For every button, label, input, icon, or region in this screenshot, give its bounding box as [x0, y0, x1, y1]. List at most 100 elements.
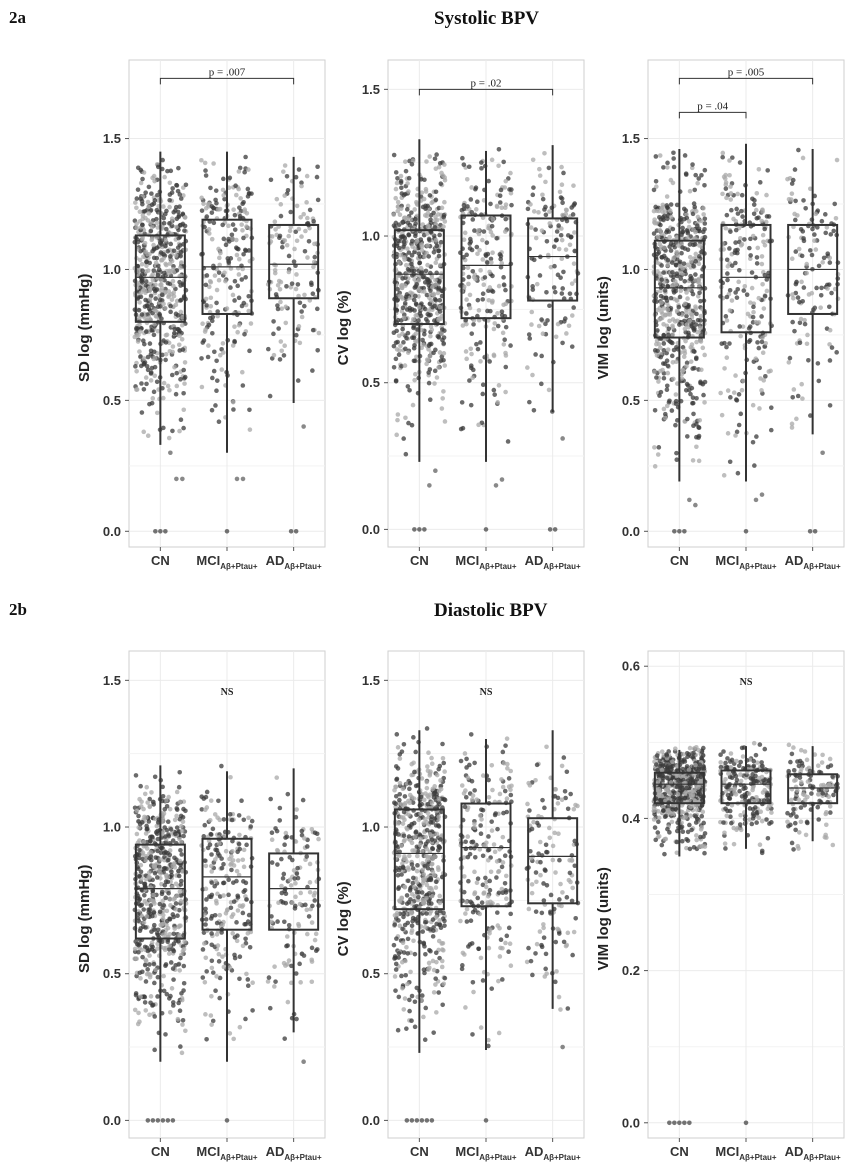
data-point — [136, 814, 141, 819]
data-point — [140, 262, 145, 267]
x-tick-main: MCI — [715, 553, 739, 568]
data-point — [798, 340, 803, 345]
data-point — [426, 802, 431, 807]
data-point — [724, 314, 729, 319]
data-point — [757, 366, 762, 371]
data-point — [138, 994, 143, 999]
data-point — [232, 899, 237, 904]
data-point — [745, 292, 750, 297]
data-point — [814, 247, 819, 252]
data-point — [665, 161, 670, 166]
data-point — [231, 912, 236, 917]
data-point — [140, 268, 145, 273]
data-point-zero — [425, 1118, 430, 1123]
data-point — [418, 254, 423, 259]
data-point — [181, 834, 186, 839]
data-point — [275, 303, 280, 308]
data-point — [466, 265, 471, 270]
data-point — [283, 321, 288, 326]
data-point — [698, 318, 703, 323]
data-point — [203, 956, 208, 961]
data-point-zero — [225, 529, 230, 534]
data-point — [178, 377, 183, 382]
data-point — [151, 278, 156, 283]
data-point — [391, 212, 396, 217]
data-point — [139, 869, 144, 874]
data-point — [462, 162, 467, 167]
data-point — [171, 977, 176, 982]
data-point — [474, 342, 479, 347]
data-point — [156, 273, 161, 278]
data-point — [422, 971, 427, 976]
data-point — [674, 399, 679, 404]
data-point — [686, 263, 691, 268]
data-point — [279, 339, 284, 344]
data-point — [215, 815, 220, 820]
data-point — [409, 262, 414, 267]
data-point — [789, 197, 794, 202]
data-point — [420, 993, 425, 998]
data-point — [812, 232, 817, 237]
data-point — [761, 350, 766, 355]
data-point — [665, 165, 670, 170]
data-point — [691, 412, 696, 417]
data-point — [294, 272, 299, 277]
data-point — [153, 774, 158, 779]
data-point — [278, 300, 283, 305]
data-point — [180, 998, 185, 1003]
data-point — [268, 797, 273, 802]
data-point — [152, 962, 157, 967]
data-point — [813, 212, 818, 217]
data-point — [222, 237, 227, 242]
data-point — [751, 305, 756, 310]
data-point — [571, 305, 576, 310]
data-point — [658, 369, 663, 374]
data-point — [509, 203, 514, 208]
data-point — [136, 1011, 141, 1016]
data-point — [396, 298, 401, 303]
y-tick-label: 0.0 — [362, 1113, 380, 1128]
data-point — [532, 209, 537, 214]
data-point — [684, 310, 689, 315]
data-point — [176, 869, 181, 874]
data-point-low — [494, 483, 499, 488]
data-point — [412, 885, 417, 890]
data-point — [470, 269, 475, 274]
data-point-zero — [415, 1118, 420, 1123]
data-point — [276, 326, 281, 331]
data-point — [696, 215, 701, 220]
data-point-zero — [744, 529, 749, 534]
data-point — [154, 287, 159, 292]
data-point — [752, 198, 757, 203]
data-point — [799, 280, 804, 285]
y-tick-label: 0.0 — [103, 524, 121, 539]
data-point — [433, 369, 438, 374]
data-point — [299, 184, 304, 189]
data-point — [669, 296, 674, 301]
data-point — [802, 285, 807, 290]
data-point — [439, 240, 444, 245]
data-point — [692, 366, 697, 371]
data-point — [434, 880, 439, 885]
data-point — [756, 215, 761, 220]
data-point — [150, 914, 155, 919]
data-point — [288, 877, 293, 882]
data-point — [152, 1048, 157, 1053]
data-point — [145, 945, 150, 950]
data-point — [404, 336, 409, 341]
data-point — [240, 228, 245, 233]
data-point — [244, 881, 249, 886]
data-point — [210, 958, 215, 963]
data-point — [394, 340, 399, 345]
data-point — [434, 885, 439, 890]
x-tick-main: CN — [670, 553, 689, 568]
data-point — [465, 834, 470, 839]
data-point — [794, 280, 799, 285]
data-point — [164, 340, 169, 345]
data-point — [246, 309, 251, 314]
data-point — [724, 355, 729, 360]
data-point — [501, 750, 506, 755]
data-point — [438, 161, 443, 166]
